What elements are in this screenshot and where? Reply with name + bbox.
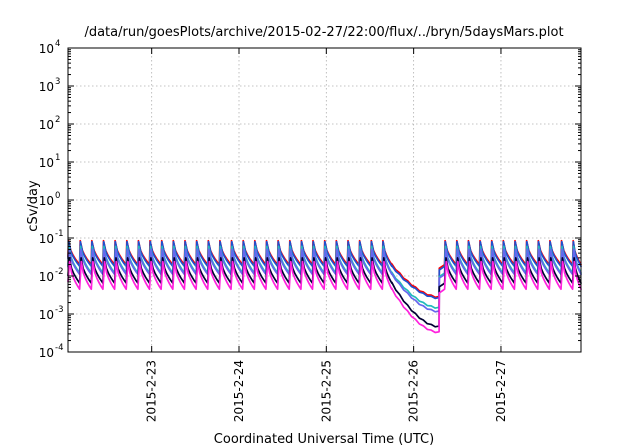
y-axis-label: cSv/day xyxy=(26,180,41,232)
x-tick-label: 2015-2-27 xyxy=(494,360,508,422)
chart-title: /data/run/goesPlots/archive/2015-02-27/2… xyxy=(84,25,563,40)
y-tick-exponent: 2 xyxy=(55,115,60,125)
y-tick-label: 10 4 xyxy=(39,39,61,56)
grid xyxy=(68,48,581,352)
y-tick-base: 10 xyxy=(39,156,54,170)
y-tick-label: 10 3 xyxy=(39,77,61,94)
x-axis-label: Coordinated Universal Time (UTC) xyxy=(214,432,434,447)
y-tick-exponent: -4 xyxy=(55,343,63,353)
y-tick-exponent: -2 xyxy=(55,267,63,277)
y-tick-exponent: -3 xyxy=(55,305,63,315)
y-tick-exponent: 0 xyxy=(55,191,60,201)
y-tick-label: 10 0 xyxy=(39,191,61,208)
y-tick-label: 10 -1 xyxy=(39,229,64,246)
y-tick-base: 10 xyxy=(39,42,54,56)
y-tick-exponent: 4 xyxy=(55,39,60,49)
x-tick-label: 2015-2-26 xyxy=(407,360,421,422)
series-line-6 xyxy=(67,260,582,334)
y-tick-base: 10 xyxy=(39,270,54,284)
y-tick-base: 10 xyxy=(39,346,54,360)
x-tick-label: 2015-2-25 xyxy=(319,360,333,422)
y-tick-label: 10 -4 xyxy=(39,343,64,360)
y-tick-exponent: 1 xyxy=(55,153,60,163)
y-tick-label: 10 -2 xyxy=(39,267,64,284)
y-tick-base: 10 xyxy=(39,308,54,322)
y-tick-base: 10 xyxy=(39,80,54,94)
x-tick-label: 2015-2-24 xyxy=(232,360,246,422)
y-tick-label: 10 2 xyxy=(39,115,61,132)
x-tick-label: 2015-2-23 xyxy=(145,360,159,422)
y-tick-base: 10 xyxy=(39,232,54,246)
y-tick-exponent: -1 xyxy=(55,229,63,239)
y-tick-base: 10 xyxy=(39,118,54,132)
y-tick-label: 10 1 xyxy=(39,153,61,170)
series-layer xyxy=(67,239,582,334)
y-tick-exponent: 3 xyxy=(55,77,60,87)
y-tick-base: 10 xyxy=(39,194,54,208)
y-tick-label: 10 -3 xyxy=(39,305,64,322)
